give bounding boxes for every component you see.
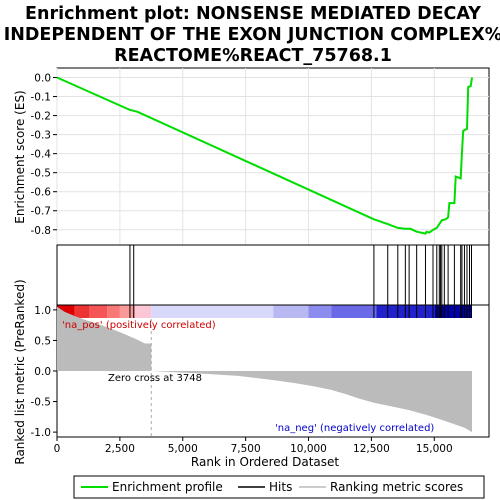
x-axis-label: Rank in Ordered Dataset	[191, 455, 339, 469]
x-tick-label: 12,500	[353, 443, 390, 455]
na-pos-annotation: 'na_pos' (positively correlated)	[62, 320, 216, 331]
es-tick-label: -0.3	[31, 130, 52, 142]
color-bar-segment	[74, 305, 90, 318]
chart-title-line-1: Enrichment plot: NONSENSE MEDIATED DECAY	[25, 4, 481, 24]
es-tick-label: 0.0	[34, 73, 51, 85]
es-axis-ticks: 0.0 -0.1 -0.2 -0.3 -0.4 -0.5 -0.6 -0.7 -0.8	[31, 73, 57, 237]
metric-tick-label: -0.5	[31, 397, 52, 409]
legend: Enrichment profile Hits Ranking metric s…	[73, 475, 485, 499]
metric-axis-label: Ranked list metric (PreRanked)	[13, 279, 27, 464]
color-bar-segment	[308, 305, 332, 318]
es-panel-frame	[56, 67, 490, 246]
color-bar-segment	[107, 305, 120, 318]
legend-label-hits: Hits	[269, 480, 292, 494]
na-neg-annotation: 'na_neg' (negatively correlated)	[275, 423, 434, 434]
es-tick-label: -0.5	[31, 168, 52, 180]
metric-tick-label: 0.0	[34, 366, 51, 378]
chart-title-line-3: REACTOME%REACT_75768.1	[114, 46, 392, 66]
rank-color-bar	[57, 305, 472, 318]
enrichment-profile-line	[56, 76, 473, 235]
x-tick-label: 7,500	[231, 443, 261, 455]
es-tick-label: -0.1	[31, 92, 52, 104]
color-bar-segment	[151, 305, 274, 318]
es-axis-label: Enrichment score (ES)	[13, 90, 27, 223]
x-tick-label: 10,000	[290, 443, 327, 455]
color-bar-segment	[134, 305, 152, 318]
metric-axis-ticks: 1.0 0.5 0.0 -0.5 -1.0	[31, 305, 57, 439]
metric-tick-label: -1.0	[31, 427, 52, 439]
x-tick-label: 15,000	[416, 443, 453, 455]
legend-label-profile: Enrichment profile	[112, 480, 223, 494]
color-bar-segment	[331, 305, 377, 318]
x-tick-label: 5,000	[168, 443, 198, 455]
es-gridlines	[56, 68, 489, 245]
metric-tick-label: 1.0	[34, 305, 51, 317]
es-tick-label: -0.2	[31, 111, 52, 123]
hits-panel-frame	[56, 244, 490, 306]
legend-box	[73, 475, 485, 499]
color-bar-segment	[273, 305, 309, 318]
metric-tick-label: 0.5	[34, 335, 51, 347]
chart-title-line-2: INDEPENDENT OF THE EXON JUNCTION COMPLEX…	[4, 25, 500, 45]
hit-markers	[129, 245, 472, 305]
es-tick-label: -0.8	[31, 225, 52, 237]
x-tick-label: 0	[54, 443, 61, 455]
es-tick-label: -0.7	[31, 206, 52, 218]
ranked-metric-area	[57, 306, 472, 433]
zero-cross-annotation: Zero cross at 3748	[108, 373, 202, 384]
x-axis-ticks: 0 2,500 5,000 7,500 10,000 12,500 15,000	[54, 437, 453, 455]
es-tick-label: -0.4	[31, 149, 52, 161]
x-tick-label: 2,500	[105, 443, 135, 455]
color-bar-segment	[119, 305, 135, 318]
legend-label-metric: Ranking metric scores	[330, 480, 463, 494]
color-bar-segment	[89, 305, 108, 318]
color-bar-segment	[434, 305, 472, 318]
es-tick-label: -0.6	[31, 187, 52, 199]
